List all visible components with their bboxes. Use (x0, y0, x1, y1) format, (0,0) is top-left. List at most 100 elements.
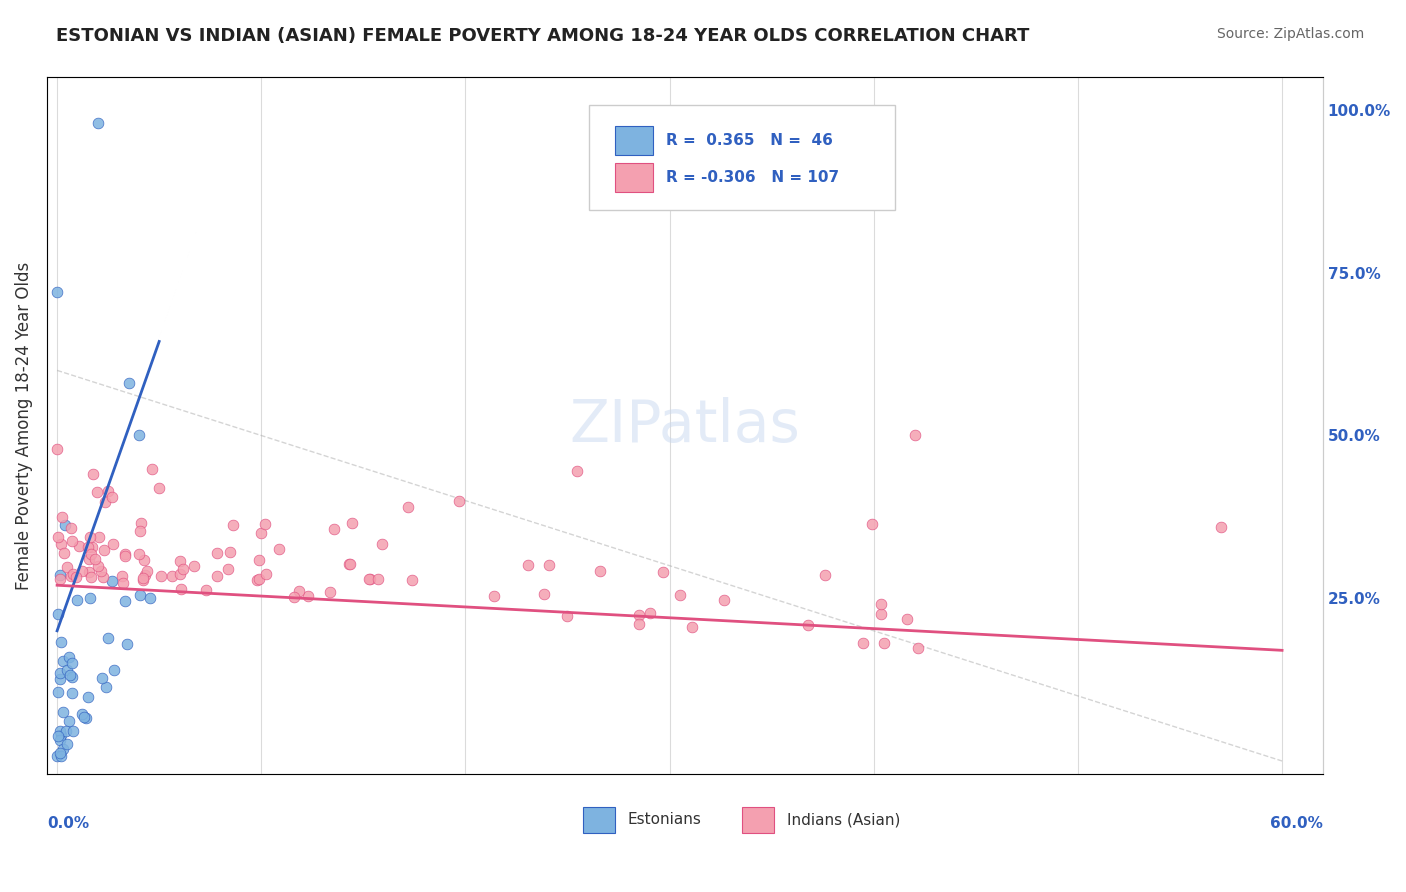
Point (681, 620, 703, 634)
Point (94, 680, 117, 694)
Point (813, 568, 835, 582)
Point (134, 553, 156, 567)
Bar (614, 163, 652, 193)
Point (131, 516, 153, 530)
Point (129, 524, 152, 539)
Point (103, 663, 125, 677)
Point (340, 516, 363, 530)
Point (79, 531, 101, 545)
Point (169, 567, 191, 582)
Text: Indians (Asian): Indians (Asian) (787, 813, 900, 828)
Point (250, 526, 273, 541)
Point (46, 748, 69, 763)
Point (46, 685, 69, 699)
Text: R = -0.306   N = 107: R = -0.306 N = 107 (666, 170, 839, 186)
Point (247, 553, 270, 567)
Point (870, 597, 893, 611)
Point (359, 572, 381, 586)
Point (162, 568, 184, 582)
Point (148, 481, 170, 495)
Point (371, 536, 394, 550)
Point (46, 442, 69, 456)
Point (128, 588, 150, 602)
Point (75, 711, 97, 725)
Point (55, 723, 77, 738)
Point (638, 607, 661, 621)
Point (135, 564, 157, 578)
Point (254, 566, 277, 581)
Point (628, 607, 651, 622)
Point (62, 566, 84, 581)
Point (87, 559, 110, 574)
Point (60, 670, 83, 684)
Point (516, 558, 538, 573)
Point (53, 517, 76, 532)
Point (49, 536, 72, 550)
Point (627, 617, 650, 632)
Point (797, 618, 820, 632)
FancyBboxPatch shape (589, 105, 896, 210)
Point (860, 516, 883, 531)
Point (60, 569, 83, 583)
Point (652, 565, 675, 579)
Point (103, 537, 125, 551)
Point (93, 543, 115, 558)
Point (668, 588, 690, 602)
Point (86, 485, 108, 500)
Point (538, 558, 561, 572)
Point (713, 593, 735, 607)
Text: Estonians: Estonians (627, 813, 702, 828)
Point (58, 668, 80, 682)
Point (60, 521, 83, 535)
Point (46, 285, 69, 300)
Point (66, 593, 89, 607)
Point (170, 582, 193, 596)
Point (101, 491, 124, 505)
Point (117, 376, 139, 391)
Point (339, 557, 361, 571)
Text: ZIPatlas: ZIPatlas (569, 397, 800, 454)
Text: Source: ZipAtlas.com: Source: ZipAtlas.com (1216, 27, 1364, 41)
Point (207, 569, 229, 583)
Point (52, 706, 75, 720)
Point (115, 637, 138, 651)
Point (150, 569, 173, 583)
Point (72, 710, 94, 724)
Point (79, 591, 101, 605)
Point (96, 483, 118, 498)
Point (97, 631, 120, 645)
Bar (583, 806, 614, 833)
Point (141, 462, 163, 476)
Point (91, 671, 114, 685)
Point (128, 547, 150, 561)
Point (46, 607, 69, 621)
Point (77, 690, 100, 704)
Point (82, 467, 104, 481)
Point (134, 568, 156, 582)
Point (247, 572, 270, 586)
Point (907, 640, 929, 655)
Point (367, 573, 389, 587)
Point (49, 748, 72, 763)
Bar (614, 126, 652, 155)
Point (58, 714, 80, 728)
Point (287, 584, 309, 599)
Point (49, 673, 72, 687)
Point (52, 546, 75, 560)
Point (82, 540, 104, 554)
Point (183, 559, 205, 574)
Point (449, 493, 471, 508)
Point (131, 573, 153, 587)
Point (49, 732, 72, 747)
Point (94, 495, 117, 509)
Point (172, 561, 194, 575)
Point (245, 573, 267, 587)
Point (52, 742, 75, 756)
Point (49, 723, 72, 738)
Y-axis label: Female Poverty Among 18-24 Year Olds: Female Poverty Among 18-24 Year Olds (15, 261, 32, 590)
Point (194, 583, 217, 598)
Point (114, 594, 136, 608)
Point (87, 531, 110, 545)
Point (65, 570, 87, 584)
Text: ESTONIAN VS INDIAN (ASIAN) FEMALE POVERTY AMONG 18-24 YEAR OLDS CORRELATION CHAR: ESTONIAN VS INDIAN (ASIAN) FEMALE POVERT… (56, 27, 1029, 45)
